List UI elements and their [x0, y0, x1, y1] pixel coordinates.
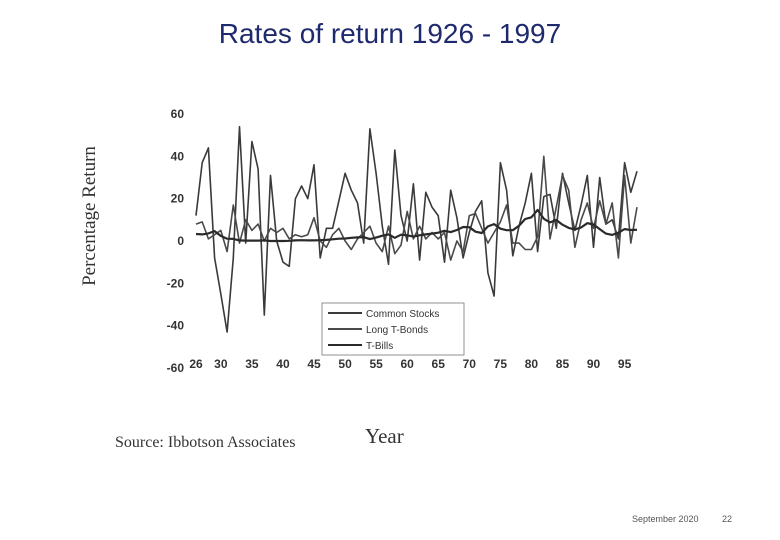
legend: Common Stocks Long T-Bonds T-Bills: [321, 302, 465, 356]
y-axis-ticks: 60 40 20 0 -20 -40 -60: [167, 107, 185, 375]
x-tick-label: 70: [463, 357, 477, 371]
x-tick-label: 30: [214, 357, 228, 371]
y-tick-label: 60: [171, 107, 185, 121]
x-tick-label: 85: [556, 357, 570, 371]
y-tick-label: 0: [177, 234, 184, 248]
x-tick-label: 45: [307, 357, 321, 371]
legend-entry: Long T-Bonds: [366, 325, 428, 336]
x-tick-label: 95: [618, 357, 632, 371]
x-tick-label: 65: [432, 357, 446, 371]
source-note: Source: Ibbotson Associates: [115, 434, 296, 451]
x-axis-label: Year: [365, 424, 404, 448]
y-tick-label: 20: [171, 192, 185, 206]
series-line-long-t-bonds: [195, 155, 638, 261]
y-tick-label: -60: [167, 361, 185, 375]
x-axis-ticks: 26 30 35 40 45 50 55 60 65 70 75 80 85 90 95: [189, 357, 631, 371]
x-tick-label: 75: [494, 357, 508, 371]
x-tick-label: 90: [587, 357, 601, 371]
footer-date: September 2020: [632, 514, 699, 524]
series-lines: [195, 125, 638, 333]
slide-title: Rates of return 1926 - 1997: [218, 18, 562, 49]
x-tick-label: 26: [189, 357, 203, 371]
x-tick-label: 35: [245, 357, 259, 371]
legend-entry: Common Stocks: [366, 309, 439, 320]
series-line-t-bills: [195, 208, 638, 243]
x-tick-label: 55: [369, 357, 383, 371]
legend-box: [321, 302, 465, 356]
y-tick-label: -40: [167, 319, 185, 333]
y-tick-label: -20: [167, 276, 185, 290]
y-tick-label: 40: [171, 149, 185, 163]
x-tick-label: 40: [276, 357, 290, 371]
x-tick-label: 60: [401, 357, 415, 371]
x-tick-label: 80: [525, 357, 539, 371]
page-number: 22: [722, 514, 733, 524]
legend-entry: T-Bills: [366, 341, 393, 352]
x-tick-label: 50: [338, 357, 352, 371]
